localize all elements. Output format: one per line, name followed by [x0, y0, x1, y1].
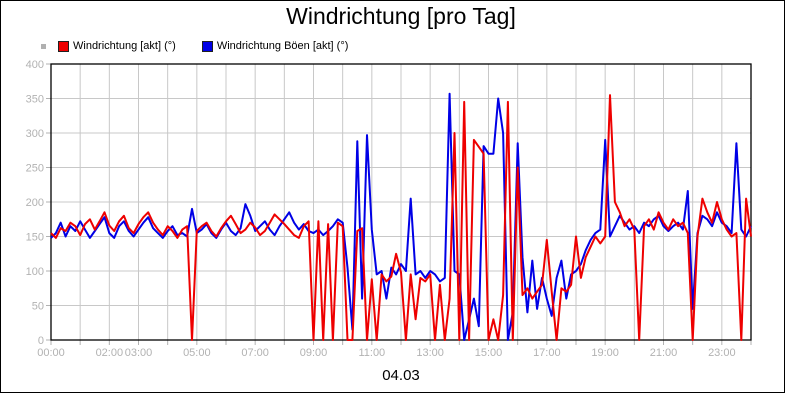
- y-axis-tick-label: 200: [26, 197, 44, 209]
- y-axis-tick-label: 50: [32, 301, 44, 313]
- x-axis-tick-label: 15:00: [475, 347, 503, 359]
- x-axis-tick-label: 02:00: [96, 347, 124, 359]
- x-axis-tick-label: 13:00: [416, 347, 444, 359]
- legend-label-windrichtung-boen: Windrichtung Böen [akt] (°): [216, 40, 349, 52]
- y-axis-tick-label: 0: [38, 335, 44, 347]
- x-axis-tick-label: 17:00: [533, 347, 561, 359]
- legend-swatch-windrichtung-boen: [201, 40, 213, 52]
- x-axis-tick-label: 21:00: [650, 347, 678, 359]
- y-axis-tick-label: 150: [26, 232, 44, 244]
- legend-label-windrichtung-akt: Windrichtung [akt] (°): [73, 40, 176, 52]
- legend: Windrichtung [akt] (°) Windrichtung Böen…: [41, 39, 374, 53]
- x-axis-tick-label: 23:00: [708, 347, 736, 359]
- x-axis-tick-label: 05:00: [183, 347, 211, 359]
- legend-swatch-windrichtung-akt: [58, 40, 69, 52]
- x-axis-tick-label: 03:00: [125, 347, 153, 359]
- series-line-boen: [50, 92, 752, 341]
- x-axis-tick-label: 19:00: [591, 347, 619, 359]
- x-axis-tick-label: 07:00: [241, 347, 269, 359]
- series-line-akt: [50, 94, 752, 341]
- y-axis-tick-label: 100: [26, 266, 44, 278]
- x-axis-tick-label: 00:00: [37, 347, 65, 359]
- chart-panel: Windrichtung [pro Tag] Windrichtung [akt…: [0, 0, 785, 393]
- y-axis-tick-label: 400: [26, 59, 44, 71]
- legend-bullet-icon: [41, 43, 46, 49]
- y-axis-tick-label: 300: [26, 128, 44, 140]
- y-axis-tick-label: 250: [26, 163, 44, 175]
- x-axis-tick-label: 11:00: [358, 347, 385, 359]
- y-axis-tick-label: 350: [26, 94, 44, 106]
- chart-title: Windrichtung [pro Tag]: [286, 3, 516, 29]
- x-axis-tick-label: 09:00: [300, 347, 328, 359]
- date-label: 04.03: [382, 367, 420, 384]
- plot-frame: [50, 63, 752, 341]
